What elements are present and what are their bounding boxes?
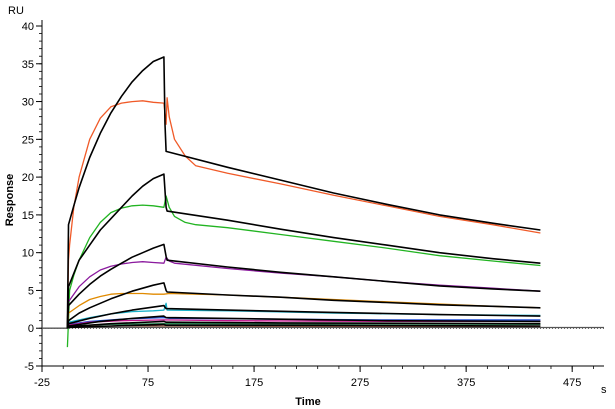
x-unit-label: s [601, 384, 607, 396]
curves [42, 56, 604, 348]
fit-curve [66, 304, 541, 329]
y-tick-label: 25 [22, 134, 34, 146]
fit-curve [66, 315, 541, 329]
y-tick-label: 10 [22, 248, 34, 260]
x-tick-label: -25 [34, 377, 50, 389]
labels: RU s Time Response [4, 5, 607, 408]
x-axis-title: Time [295, 396, 320, 408]
y-tick-label: 40 [22, 21, 34, 33]
y-tick-label: 15 [22, 210, 34, 222]
y-tick-label: 0 [28, 323, 34, 335]
y-unit-label: RU [8, 5, 24, 17]
x-tick-label: 275 [351, 377, 369, 389]
fit-curve [66, 173, 541, 329]
y-tick-label: 5 [28, 285, 34, 297]
y-tick-label: 35 [22, 59, 34, 71]
y-tick-label: 30 [22, 97, 34, 109]
axes: -5 0 5 10 15 20 25 30 35 40 -25 75 175 275 375 475 [22, 20, 604, 389]
fit-curve [66, 323, 541, 329]
y-tick-label: 20 [22, 172, 34, 184]
x-tick-label: 375 [457, 377, 475, 389]
fit-curve [66, 243, 541, 329]
y-axis-title: Response [4, 174, 16, 227]
measured-curve [42, 326, 604, 329]
fit-curve [66, 282, 541, 329]
x-tick-label: 75 [142, 377, 154, 389]
x-tick-label: 475 [563, 377, 581, 389]
x-tick-label: 175 [245, 377, 263, 389]
y-tick-label: -5 [24, 361, 34, 373]
fit-curve [66, 56, 541, 329]
